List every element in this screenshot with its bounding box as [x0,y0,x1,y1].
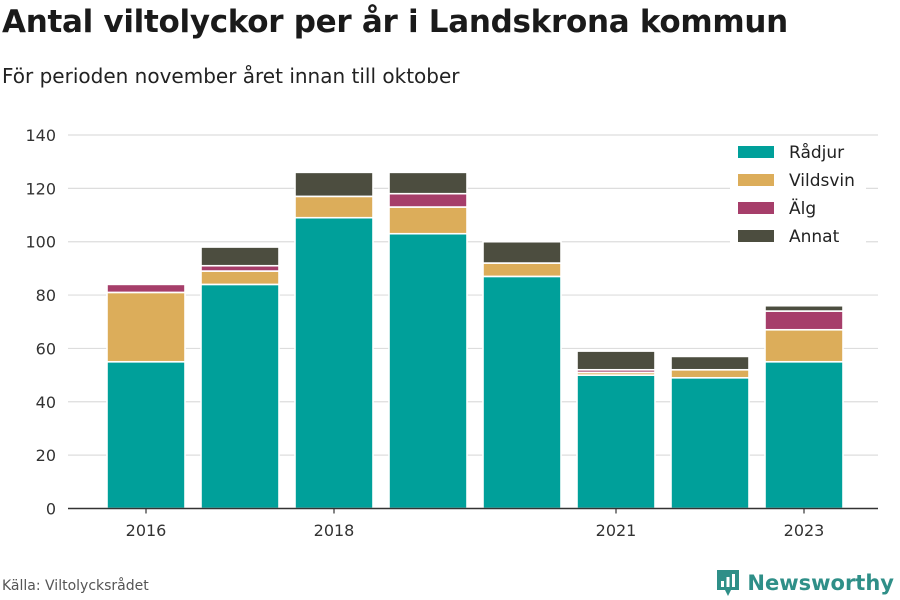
y-tick-label: 0 [46,500,56,519]
legend-label: Rådjur [789,142,844,163]
bars [106,171,844,510]
bar-segment [294,195,374,219]
legend-label: Älg [789,198,816,219]
stacked-bar-chart: 0 20 40 60 80 100 120 140 2016 2018 2021 2023 Rådj… [25,126,878,540]
legend-label: Annat [789,227,840,247]
source-note: Källa: Viltolycksrådet [2,578,149,594]
legend-swatch [738,202,774,214]
bar-segment [388,171,468,195]
legend-swatch [738,146,774,158]
brand-name: Newsworthy [747,571,894,595]
bar-segment [482,240,562,264]
bar-segment [482,262,562,278]
bar-segment [670,368,750,379]
x-tick-label: 2018 [314,521,355,540]
bar-segment [764,328,844,363]
bar-segment [670,355,750,371]
bar-segment [106,291,186,363]
x-tick-label: 2023 [784,521,825,540]
bar-segment [106,283,186,294]
y-tick-label: 140 [25,126,56,145]
legend-label: Vildsvin [789,171,855,191]
bar-segment [576,350,656,371]
y-tick-label: 60 [36,339,56,358]
bar-segment [106,360,186,510]
y-tick-label: 40 [36,393,56,412]
x-tick-label: 2021 [596,521,637,540]
y-tick-label: 80 [36,286,56,305]
legend-swatch [738,230,774,242]
y-tick-label: 100 [25,233,56,252]
y-tick-label: 20 [36,446,56,465]
bar-segment [294,171,374,198]
bar-segment [388,192,468,208]
bar-segment [764,304,844,312]
bar-segment [200,270,280,286]
y-tick-label: 120 [25,179,56,198]
brand-logo: Newsworthy [715,568,894,598]
bar-segment [576,374,656,510]
bar-segment [482,275,562,510]
legend-swatch [738,174,774,186]
bar-segment [670,376,750,510]
bar-segment [388,232,468,510]
bar-segment [764,310,844,331]
bar-segment [200,264,280,272]
bar-segment [388,206,468,235]
bar-segment [764,360,844,510]
bar-segment [200,283,280,510]
bar-segment [294,216,374,510]
x-axis: 2016 2018 2021 2023 [68,507,878,540]
y-axis-tick-labels: 0 20 40 60 80 100 120 140 [25,126,56,519]
newsworthy-logo-icon [717,570,740,596]
legend: Rådjur Vildsvin Älg Annat [730,136,866,252]
bar-segment [200,246,280,267]
chart-title: Antal viltolyckor per år i Landskrona ko… [2,4,788,40]
chart-subtitle: För perioden november året innan till ok… [2,64,460,88]
x-tick-label: 2016 [126,521,167,540]
